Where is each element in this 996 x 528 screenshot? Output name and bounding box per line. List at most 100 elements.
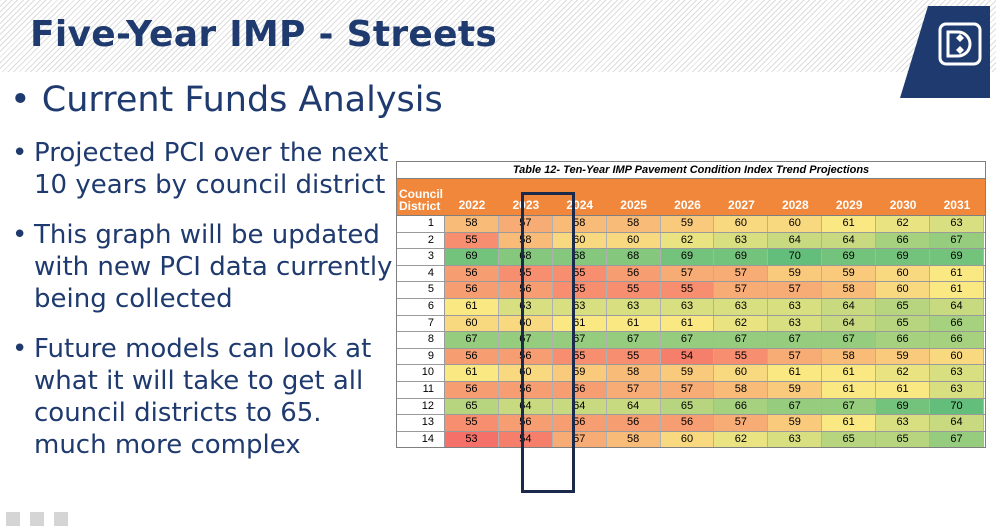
sub-bullet-text: This graph will be updated with new PCI … <box>34 220 393 314</box>
pci-value-cell: 60 <box>930 348 984 365</box>
pci-trend-table: Table 12- Ten-Year IMP Pavement Conditio… <box>396 161 986 449</box>
pci-value-cell: 63 <box>768 298 823 315</box>
pci-value-cell: 61 <box>660 315 715 332</box>
district-cell: 1 <box>397 216 445 232</box>
pci-value-cell: 58 <box>822 348 877 365</box>
pci-value-cell: 56 <box>606 265 661 282</box>
pci-value-cell: 63 <box>768 315 823 332</box>
pci-value-cell: 67 <box>822 332 877 348</box>
pci-value-cell: 64 <box>822 298 877 315</box>
pci-value-cell: 63 <box>930 365 984 381</box>
pci-value-cell: 65 <box>876 298 931 315</box>
pci-value-cell: 61 <box>822 216 877 232</box>
district-cell: 7 <box>397 315 445 332</box>
pci-value-cell: 67 <box>768 332 823 348</box>
pci-value-cell: 56 <box>445 381 499 398</box>
pci-value-cell: 63 <box>930 381 984 398</box>
pci-value-cell: 64 <box>822 232 877 249</box>
pci-value-cell: 67 <box>606 332 661 348</box>
table-row: 7 60 60 61 61 61 62 63 64 65 66 <box>397 315 985 333</box>
year-column-header: 2026 <box>674 198 701 212</box>
pci-value-cell: 63 <box>876 415 931 431</box>
pci-value-cell: 66 <box>930 332 984 348</box>
pci-value-cell: 55 <box>552 348 607 365</box>
pci-value-cell: 66 <box>876 332 931 348</box>
pci-value-cell: 64 <box>930 415 984 431</box>
pci-value-cell: 65 <box>660 398 715 415</box>
pci-value-cell: 67 <box>445 332 499 348</box>
pci-value-cell: 66 <box>714 398 769 415</box>
pci-value-cell: 62 <box>660 232 715 249</box>
table-row: 13 55 56 56 56 56 57 59 61 63 64 <box>397 415 985 432</box>
district-column-header: Council District <box>399 187 443 213</box>
pci-value-cell: 65 <box>876 315 931 332</box>
pci-value-cell: 62 <box>714 315 769 332</box>
pci-value-cell: 62 <box>714 431 769 448</box>
district-cell: 12 <box>397 398 445 415</box>
next-slide-icon[interactable] <box>30 512 44 526</box>
prev-slide-icon[interactable] <box>6 512 20 526</box>
pci-value-cell: 69 <box>445 249 499 265</box>
pci-value-cell: 60 <box>498 365 553 381</box>
pci-value-cell: 57 <box>498 216 553 232</box>
pci-value-cell: 60 <box>606 232 661 249</box>
pci-value-cell: 64 <box>552 398 607 415</box>
pci-value-cell: 57 <box>552 431 607 448</box>
pci-value-cell: 58 <box>445 216 499 232</box>
pci-value-cell: 56 <box>606 415 661 431</box>
pci-value-cell: 63 <box>660 298 715 315</box>
pci-value-cell: 69 <box>660 249 715 265</box>
year-column-header: 2031 <box>943 198 971 212</box>
pci-value-cell: 67 <box>498 332 553 348</box>
main-bullet-text: Current Funds Analysis <box>41 80 443 120</box>
pci-value-cell: 62 <box>876 365 931 381</box>
sub-bullet-item: • This graph will be updated with new PC… <box>10 219 400 315</box>
pci-value-cell: 61 <box>768 365 823 381</box>
pci-value-cell: 58 <box>714 381 769 398</box>
pci-value-cell: 56 <box>498 348 553 365</box>
table-row: 10 61 60 59 58 59 60 61 61 62 63 <box>397 365 985 382</box>
sub-bullet-item: • Future models can look at what it will… <box>10 333 400 461</box>
pci-value-cell: 70 <box>930 398 984 415</box>
pci-value-cell: 60 <box>714 216 769 232</box>
district-cell: 8 <box>397 332 445 348</box>
table-row: 9 56 56 55 55 54 55 57 58 59 60 <box>397 348 985 366</box>
pci-value-cell: 58 <box>498 232 553 249</box>
pci-value-cell: 64 <box>498 398 553 415</box>
pci-value-cell: 64 <box>930 298 984 315</box>
year-column-header: 2022 <box>458 198 486 212</box>
pci-value-cell: 56 <box>445 348 499 365</box>
pci-value-cell: 58 <box>606 431 661 448</box>
pci-value-cell: 64 <box>606 398 661 415</box>
pci-value-cell: 54 <box>660 348 715 365</box>
pci-value-cell: 57 <box>714 282 769 298</box>
pci-value-cell: 64 <box>822 315 877 332</box>
pci-value-cell: 56 <box>445 282 499 298</box>
pci-value-cell: 58 <box>822 282 877 298</box>
table-row: 1 58 57 58 58 59 60 60 61 62 63 <box>397 216 985 233</box>
pci-value-cell: 69 <box>930 249 984 265</box>
pci-value-cell: 60 <box>768 216 823 232</box>
table-caption: Table 12- Ten-Year IMP Pavement Conditio… <box>397 162 985 179</box>
pci-value-cell: 67 <box>930 232 984 249</box>
slide-menu-icon[interactable] <box>54 512 68 526</box>
table-header-row: Council District 2022 2023 2024 2025 2026 202… <box>397 179 985 216</box>
pci-value-cell: 58 <box>606 216 661 232</box>
pci-value-cell: 59 <box>768 415 823 431</box>
pci-value-cell: 67 <box>714 332 769 348</box>
pci-value-cell: 59 <box>552 365 607 381</box>
pci-value-cell: 57 <box>714 265 769 282</box>
pci-value-cell: 57 <box>606 381 661 398</box>
table-row: 14 53 54 57 58 60 62 63 65 65 67 <box>397 431 985 448</box>
year-column-header: 2029 <box>835 198 863 212</box>
pci-value-cell: 67 <box>768 398 823 415</box>
pci-value-cell: 69 <box>714 249 769 265</box>
district-cell: 10 <box>397 365 445 381</box>
pci-value-cell: 60 <box>660 431 715 448</box>
pci-value-cell: 61 <box>822 381 877 398</box>
pci-value-cell: 61 <box>445 298 499 315</box>
pci-value-cell: 56 <box>552 381 607 398</box>
pci-value-cell: 59 <box>660 216 715 232</box>
main-bullet-symbol: • <box>10 80 31 120</box>
pci-value-cell: 66 <box>876 232 931 249</box>
